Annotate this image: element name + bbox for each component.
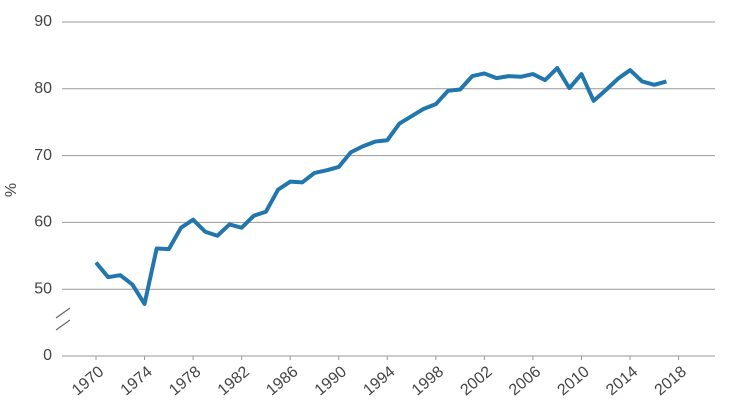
x-tick-label: 1982 <box>215 363 253 399</box>
break-mark <box>55 319 71 331</box>
axis-break <box>55 307 71 331</box>
y-tick-label: 60 <box>34 214 52 231</box>
x-tick-label: 1970 <box>69 363 107 399</box>
x-tick-label: 1998 <box>409 363 447 399</box>
y-tick-label: 0 <box>43 347 52 364</box>
x-tick-label: 1994 <box>360 363 398 399</box>
x-tick-label: 1974 <box>118 363 156 399</box>
x-tick-label: 2018 <box>652 363 690 399</box>
x-tick-label: 2006 <box>506 363 544 399</box>
x-tick-label: 2010 <box>555 363 593 399</box>
y-tick-label: 70 <box>34 147 52 164</box>
x-tick-label: 1986 <box>263 363 301 399</box>
x-tick-label: 2014 <box>603 363 641 399</box>
y-tick-label: 90 <box>34 13 52 30</box>
y-tick-label: 50 <box>34 280 52 297</box>
break-mark <box>55 307 71 319</box>
x-tick-label: 1990 <box>312 363 350 399</box>
x-tick-label: 1978 <box>166 363 204 399</box>
y-tick-label: 80 <box>34 80 52 97</box>
x-tick-label: 2002 <box>457 363 495 399</box>
y-axis-label: % <box>3 183 20 197</box>
line-series <box>94 66 667 306</box>
